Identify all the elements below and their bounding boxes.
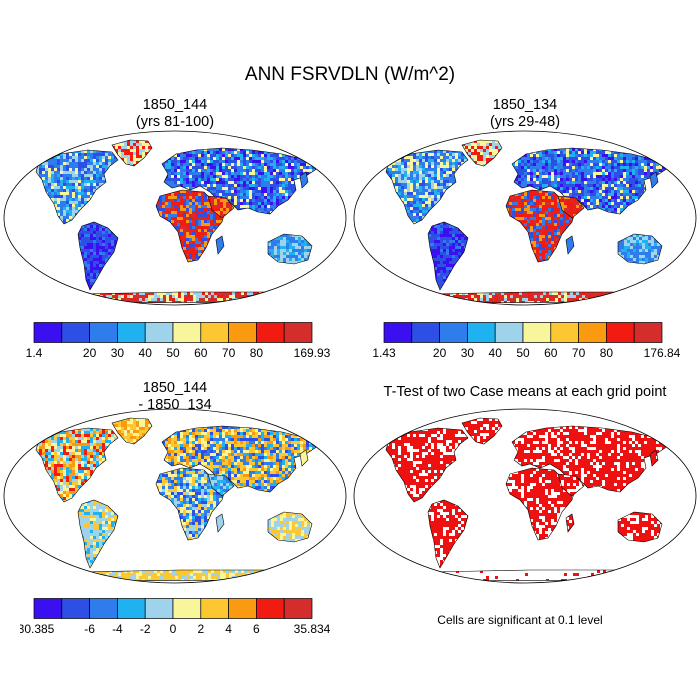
colorbar-case1-label-0: 1.4 — [26, 346, 43, 360]
colorbar-case2-swatch-6 — [550, 322, 579, 343]
panel-title-case2-line1: 1850_134 — [492, 97, 558, 113]
colorbar-case1-swatch-0 — [33, 322, 63, 343]
colorbar-diff-swatch-9 — [283, 598, 313, 619]
colorbar-case1-swatch-7 — [228, 322, 257, 343]
colorbar-diff-label-5: 2 — [197, 622, 204, 636]
colorbar-case1-swatch-3 — [117, 322, 146, 343]
colorbar-case2-swatch-2 — [439, 322, 468, 343]
significance-note: Cells are significant at 0.1 level — [437, 613, 603, 627]
colorbar-diff-label-7: 6 — [253, 622, 260, 636]
map-case2 — [353, 130, 697, 306]
map-diff-frame — [3, 408, 347, 584]
colorbar-case2-swatch-0 — [383, 322, 413, 343]
colorbar-case1-label-7: 80 — [250, 346, 264, 360]
colorbar-case2-swatch-1 — [411, 322, 440, 343]
colorbar-diff-swatch-2 — [89, 598, 118, 619]
colorbar-case2-label-2: 30 — [461, 346, 475, 360]
colorbar-case1-swatch-2 — [89, 322, 118, 343]
colorbar-diff-swatch-4 — [144, 598, 174, 619]
panel-title-case1-line2: (yrs 81-100) — [135, 114, 215, 130]
colorbar-case1-label-2: 30 — [111, 346, 125, 360]
map-case1 — [3, 130, 347, 306]
map-ttest — [353, 408, 697, 584]
panel-title-diff-line1: 1850_144 — [142, 380, 208, 396]
panel-title-ttest: T-Test of two Case means at each grid po… — [383, 384, 667, 400]
colorbar-case2-swatch-5 — [522, 322, 552, 343]
colorbar-case1-swatch-5 — [172, 322, 202, 343]
colorbar-case1-label-3: 40 — [139, 346, 153, 360]
colorbar-case2-swatch-9 — [633, 322, 663, 343]
colorbar-case1-label-5: 60 — [194, 346, 208, 360]
panel-title-case2-line2: (yrs 29-48) — [489, 114, 561, 130]
map-diff — [3, 408, 347, 584]
panel-title-case1-line1: 1850_144 — [142, 97, 208, 113]
colorbar-case2-label-8: 176.84 — [644, 346, 681, 360]
colorbar-diff-swatch-3 — [117, 598, 146, 619]
colorbar-case1-swatch-9 — [283, 322, 313, 343]
colorbar-case2-label-5: 60 — [544, 346, 558, 360]
colorbar-diff-label-6: 4 — [225, 622, 232, 636]
panel-title-diff: 1850_144 - 1850_134 — [75, 380, 275, 414]
colorbar-case2-label-3: 40 — [489, 346, 503, 360]
colorbar-case1-swatch-6 — [200, 322, 229, 343]
panel-title-diff-line2: - 1850_134 — [138, 397, 212, 413]
colorbar-case2-swatch-8 — [606, 322, 635, 343]
colorbar-diff-label-1: -6 — [84, 622, 95, 636]
colorbar-case2-swatch-7 — [578, 322, 607, 343]
colorbar-case1: 1.4 20 30 40 50 60 70 80 169.93 — [26, 322, 331, 360]
colorbar-diff-swatch-6 — [200, 598, 229, 619]
colorbar-diff-swatch-7 — [228, 598, 257, 619]
colorbar-case1-swatch-8 — [256, 322, 285, 343]
colorbar-diff-swatch-0 — [33, 598, 63, 619]
colorbar-diff-label-8: 35.834 — [294, 622, 331, 636]
colorbar-case1-label-8: 169.93 — [294, 346, 331, 360]
figure-title: ANN FSRVDLN (W/m^2) — [244, 64, 456, 85]
colorbar-diff-label-2: -4 — [112, 622, 123, 636]
colorbar-case1-label-1: 20 — [83, 346, 97, 360]
colorbar-case1-label-4: 50 — [166, 346, 180, 360]
colorbar-diff-swatch-8 — [256, 598, 285, 619]
colorbar-diff-label-3: -2 — [140, 622, 151, 636]
colorbar-case2-swatch-3 — [467, 322, 496, 343]
colorbar-case2-label-0: 1.43 — [372, 346, 396, 360]
map-case2-frame — [353, 130, 697, 306]
map-case1-frame — [3, 130, 347, 306]
colorbar-case2-label-6: 70 — [572, 346, 586, 360]
colorbar-case2: 1.43 20 30 40 50 60 70 80 176.84 — [372, 322, 681, 360]
colorbar-case2-label-4: 50 — [516, 346, 530, 360]
colorbar-case2-swatch-4 — [494, 322, 524, 343]
colorbar-diff-swatch-5 — [172, 598, 202, 619]
map-ttest-frame — [353, 408, 697, 584]
colorbar-case1-swatch-4 — [144, 322, 174, 343]
colorbar-diff-label-4: 0 — [170, 622, 177, 636]
colorbar-case1-swatch-1 — [61, 322, 90, 343]
colorbar-diff-label-0: -30.385 — [20, 622, 55, 636]
panel-title-case1: 1850_144 (yrs 81-100) — [75, 97, 275, 131]
colorbar-case2-label-7: 80 — [600, 346, 614, 360]
panel-title-case2: 1850_134 (yrs 29-48) — [425, 97, 625, 131]
colorbar-case2-label-1: 20 — [433, 346, 447, 360]
colorbar-diff-swatch-1 — [61, 598, 90, 619]
colorbar-diff: -30.385 -6 -4 -2 0 2 4 6 35.834 — [20, 598, 331, 636]
colorbar-case1-label-6: 70 — [222, 346, 236, 360]
